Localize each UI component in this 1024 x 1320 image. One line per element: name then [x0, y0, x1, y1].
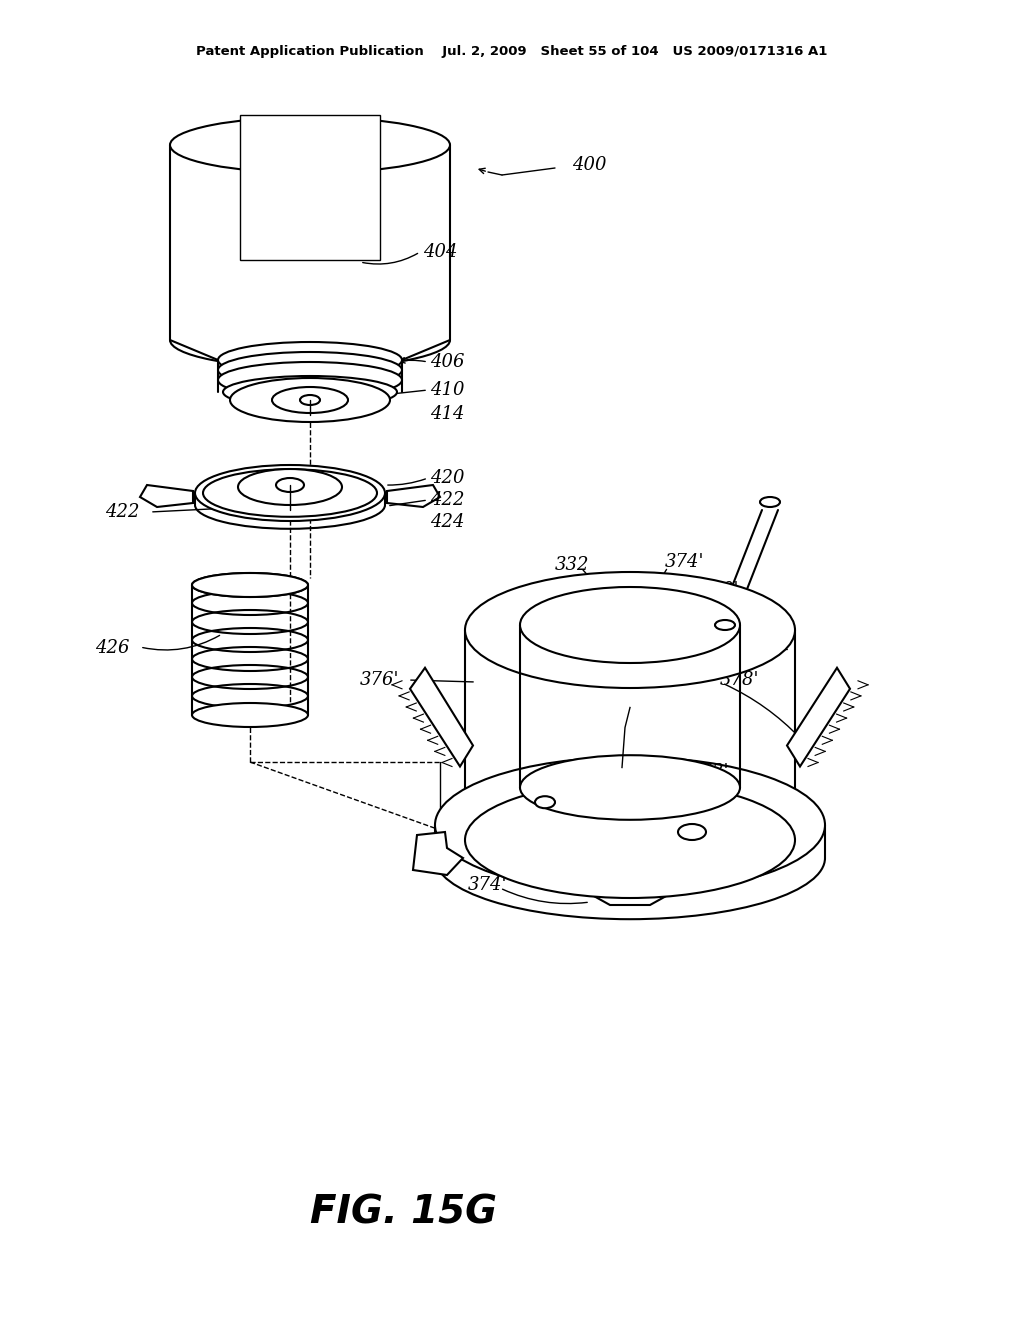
Polygon shape — [410, 668, 473, 767]
Ellipse shape — [678, 824, 706, 840]
Ellipse shape — [272, 387, 348, 413]
Text: 332: 332 — [555, 556, 590, 574]
Text: FIG. 15G: FIG. 15G — [310, 1193, 497, 1232]
Ellipse shape — [300, 395, 319, 405]
Text: 424: 424 — [430, 513, 465, 531]
Ellipse shape — [465, 781, 795, 898]
Text: 422: 422 — [430, 491, 465, 510]
Ellipse shape — [535, 796, 555, 808]
Text: 406: 406 — [430, 352, 465, 371]
Text: 380: 380 — [468, 616, 503, 634]
Ellipse shape — [193, 704, 308, 727]
Ellipse shape — [465, 572, 795, 688]
Ellipse shape — [520, 755, 740, 820]
Text: 378': 378' — [720, 671, 760, 689]
Ellipse shape — [230, 378, 390, 422]
Ellipse shape — [435, 756, 825, 894]
Polygon shape — [140, 484, 193, 507]
Ellipse shape — [170, 117, 450, 173]
Text: 400: 400 — [572, 156, 606, 174]
Text: 414: 414 — [430, 405, 465, 422]
Ellipse shape — [218, 352, 402, 388]
Ellipse shape — [218, 362, 402, 399]
Text: 373': 373' — [690, 763, 729, 781]
Ellipse shape — [715, 620, 735, 630]
Text: 420: 420 — [430, 469, 465, 487]
Ellipse shape — [520, 587, 740, 663]
Text: 410: 410 — [430, 381, 465, 399]
Text: 374': 374' — [665, 553, 705, 572]
Polygon shape — [387, 484, 440, 507]
Ellipse shape — [223, 376, 397, 408]
Ellipse shape — [195, 465, 385, 521]
Ellipse shape — [238, 469, 342, 506]
Bar — [240, 115, 380, 260]
Ellipse shape — [760, 498, 780, 507]
Text: 376': 376' — [700, 623, 739, 642]
Polygon shape — [787, 668, 850, 767]
Ellipse shape — [276, 478, 304, 492]
Ellipse shape — [193, 573, 308, 597]
Ellipse shape — [203, 469, 377, 517]
Text: 426: 426 — [95, 639, 129, 657]
Text: 376': 376' — [360, 671, 399, 689]
Polygon shape — [413, 832, 463, 875]
Ellipse shape — [218, 342, 402, 378]
Text: 422: 422 — [105, 503, 139, 521]
Text: 374': 374' — [468, 876, 508, 894]
Text: 404: 404 — [423, 243, 458, 261]
Polygon shape — [592, 855, 668, 906]
Text: 370': 370' — [700, 581, 739, 599]
Text: Patent Application Publication    Jul. 2, 2009   Sheet 55 of 104   US 2009/01713: Patent Application Publication Jul. 2, 2… — [197, 45, 827, 58]
